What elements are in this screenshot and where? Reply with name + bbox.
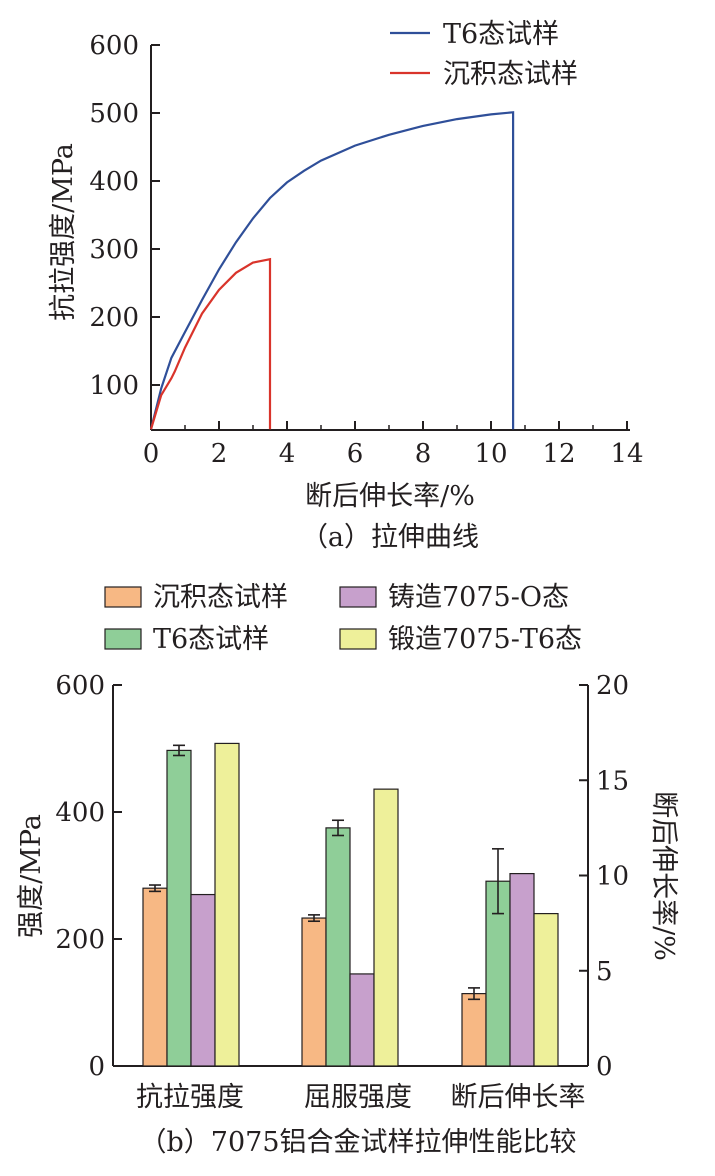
chart-b-legend-label: T6态试样 — [153, 624, 269, 655]
chart-b-legend-swatch — [104, 586, 142, 608]
chart-a-series-line-1 — [149, 111, 515, 430]
chart-a-ytick-label: 400 — [89, 167, 139, 197]
chart-b-y2tick-label: 10 — [596, 862, 629, 892]
chart-b-ylabel: 强度/MPa — [16, 814, 47, 938]
chart-a-xtick-label: 0 — [143, 439, 160, 469]
chart-a-xtick-label: 2 — [211, 439, 228, 469]
chart-a-xlabel: 断后伸长率/% — [305, 481, 475, 512]
chart-a-xtick-label: 8 — [415, 439, 432, 469]
chart-a-xtick-label: 6 — [347, 439, 364, 469]
chart-b-bar — [533, 912, 559, 1067]
chart-b-y2label: 断后伸长率/% — [648, 791, 679, 961]
chart-a-xtick-label: 12 — [542, 439, 575, 469]
chart-b-legend-label: 沉积态试样 — [153, 582, 288, 613]
chart-b-bar — [509, 872, 535, 1067]
chart-b-bar — [190, 893, 216, 1067]
chart-b-bar — [142, 887, 168, 1067]
chart-b-legend-swatch — [104, 628, 142, 650]
chart-b-bar — [325, 827, 351, 1067]
chart-b-bar — [301, 917, 327, 1067]
chart-a-xtick-label: 14 — [610, 439, 643, 469]
chart-a-ytick-label: 100 — [89, 371, 139, 401]
chart-a-ylabel: 抗拉强度/MPa — [48, 143, 79, 321]
chart-b-category-label: 抗拉强度 — [136, 1082, 244, 1113]
chart-b-category-label: 断后伸长率 — [451, 1082, 586, 1113]
chart-a-legend-label: 沉积态试样 — [443, 59, 578, 90]
chart-b-bar — [214, 742, 240, 1067]
chart-a-ytick-label: 600 — [89, 31, 139, 61]
chart-b-ytick-label: 200 — [55, 925, 105, 955]
chart-b-bar — [373, 788, 399, 1067]
chart-b-bar — [349, 973, 375, 1067]
chart-b-bar — [461, 993, 487, 1067]
chart-a-series-line-2 — [149, 257, 272, 430]
chart-b-legend-label: 铸造7075-O态 — [388, 582, 569, 613]
chart-b-y2tick-label: 20 — [596, 671, 629, 701]
chart-a-ytick-label: 300 — [89, 235, 139, 265]
chart-b-ytick-label: 400 — [55, 798, 105, 828]
chart-b-category-label: 屈服强度 — [304, 1082, 412, 1113]
chart-a-legend-label: T6态试样 — [443, 19, 559, 50]
chart-a-ytick-label: 200 — [89, 303, 139, 333]
chart-a-axes — [150, 45, 630, 431]
chart-a-ytick-label: 500 — [89, 99, 139, 129]
chart-b-y2tick-label: 15 — [596, 766, 629, 796]
chart-b-legend-swatch — [339, 586, 377, 608]
chart-a-xtick-label: 4 — [279, 439, 296, 469]
chart-b-legend-label: 锻造7075-T6态 — [388, 624, 582, 655]
chart-b-ytick-label: 600 — [55, 671, 105, 701]
chart-b-caption: （b）7075铝合金试样拉伸性能比较 — [140, 1127, 577, 1158]
chart-b-y2tick-label: 5 — [596, 957, 613, 987]
chart-b-legend-swatch — [339, 628, 377, 650]
chart-b-bar — [166, 749, 192, 1067]
chart-b-y2tick-label: 0 — [596, 1052, 613, 1082]
chart-a-caption: （a）拉伸曲线 — [301, 522, 479, 553]
chart-a: 0 2 4 6 8 10 12 14 100 200 300 400 500 600 T6态试样沉积态试… — [48, 19, 644, 553]
chart-b-ytick-label: 0 — [88, 1052, 105, 1082]
chart-a-xtick-label: 10 — [474, 439, 507, 469]
